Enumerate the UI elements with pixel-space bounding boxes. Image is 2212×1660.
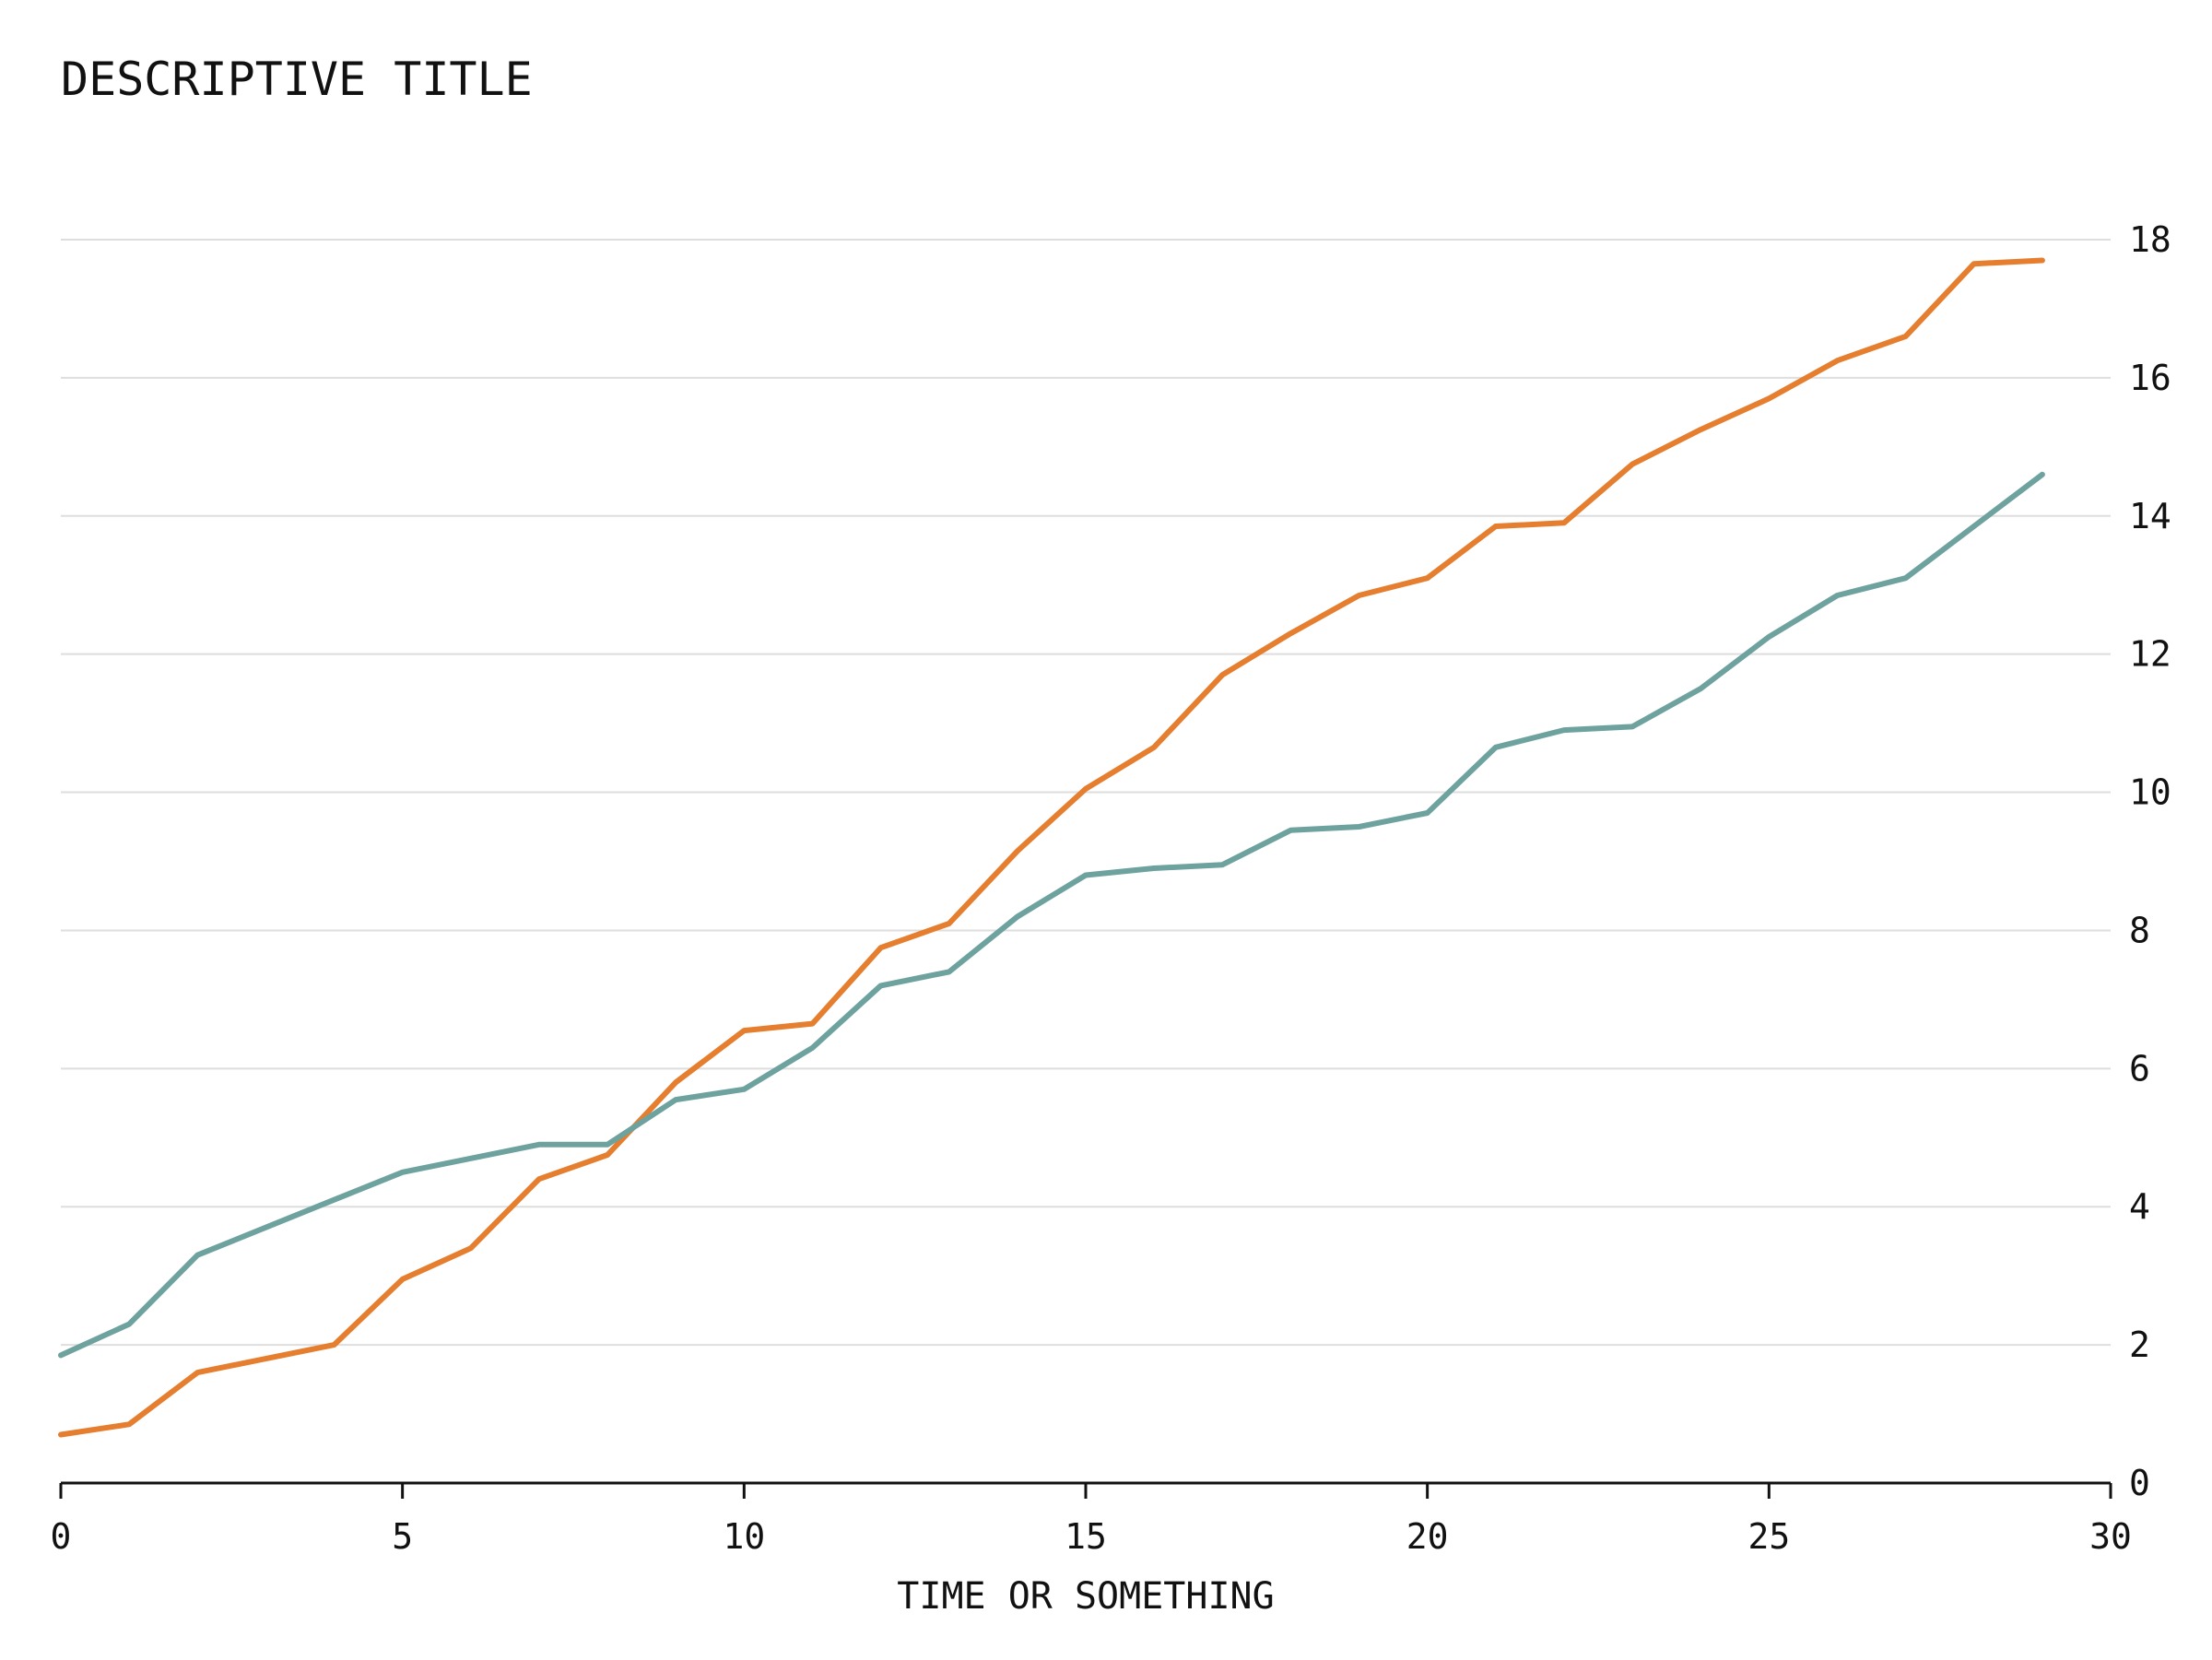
series-line-2: [58, 471, 2045, 1359]
series-line-1: [58, 257, 2045, 1438]
series-lines: [58, 257, 2045, 1438]
y-tick-label: 8: [2129, 910, 2150, 950]
y-tick-label: 0: [2129, 1463, 2150, 1503]
y-tick-label: 4: [2129, 1186, 2150, 1227]
x-tick-label: 10: [723, 1516, 765, 1557]
x-tick-label: 20: [1406, 1516, 1449, 1557]
x-tick-label: 15: [1065, 1516, 1107, 1557]
y-tick-label: 2: [2129, 1324, 2150, 1365]
y-tick-label: 18: [2129, 219, 2171, 260]
x-tick-label: 30: [2089, 1516, 2132, 1557]
y-tick-label: 12: [2129, 634, 2171, 675]
y-tick-label: 10: [2129, 772, 2171, 813]
y-tick-label: 16: [2129, 358, 2171, 398]
y-tick-label: 6: [2129, 1048, 2150, 1089]
x-axis-label: TIME OR SOMETHING: [897, 1575, 1274, 1618]
y-axis: 0 2 4 6 8 10 12 14 16 18: [2129, 219, 2171, 1503]
x-tick-label: 0: [51, 1516, 72, 1557]
chart-title: DESCRIPTIVE TITLE: [61, 53, 533, 106]
y-tick-label: 14: [2129, 496, 2171, 536]
x-axis: 0 5 10 15 20 25 30: [51, 1481, 2132, 1557]
x-tick-label: 25: [1747, 1516, 1790, 1557]
x-tick-label: 5: [392, 1516, 413, 1557]
